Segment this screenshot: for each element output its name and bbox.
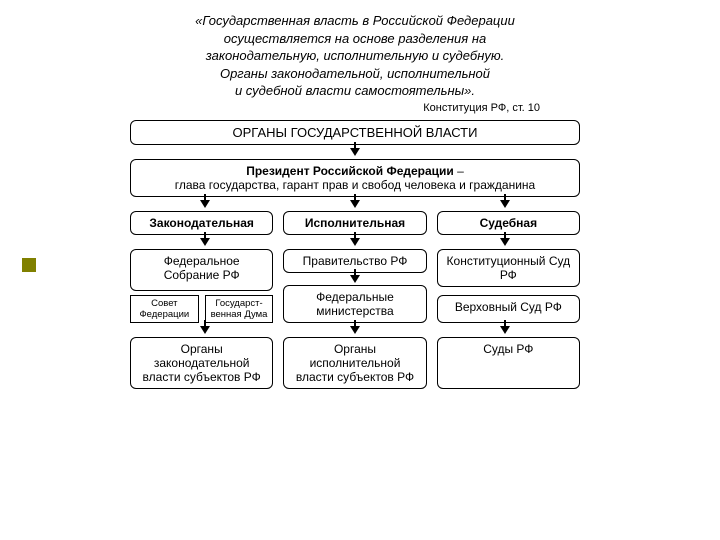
quote-line: осуществляется на основе разделения на [130,30,580,48]
epigraph-quote: «Государственная власть в Российской Фед… [130,12,580,100]
box-president: Президент Российской Федерации – глава г… [130,159,580,197]
president-sub: глава государства, гарант прав и свобод … [175,178,535,192]
quote-line: Органы законодательной, исполнительной [130,65,580,83]
chambers-row: Совет Федерации Государст-венная Дума [130,295,273,323]
arrow-icon [350,326,360,334]
col-executive: Правительство РФ Федеральные министерств… [283,249,426,323]
level3-row: Органы законодательной власти субъектов … [130,337,580,389]
arrow-icon [350,200,360,208]
president-title: Президент Российской Федерации [246,164,454,178]
quote-line: «Государственная власть в Российской Фед… [130,12,580,30]
box-sf: Совет Федерации [130,295,199,323]
box-fed-assembly: Федеральное Собрание РФ [130,249,273,291]
arrow-icon [350,275,360,283]
level1-row: Федеральное Собрание РФ Совет Федерации … [130,249,580,323]
arrow-icon [350,148,360,156]
box-courts: Суды РФ [437,337,580,389]
arrow-icon [200,238,210,246]
quote-line: законодательную, исполнительную и судебн… [130,47,580,65]
quote-line: и судебной власти самостоятельны». [130,82,580,100]
box-leg-subjects: Органы законодательной власти субъектов … [130,337,273,389]
box-const-court: Конституционный Суд РФ [437,249,580,287]
box-exec-subjects: Органы исполнительной власти субъектов Р… [283,337,426,389]
box-supreme-court: Верховный Суд РФ [437,295,580,323]
col-judicial: Конституционный Суд РФ Верховный Суд РФ [437,249,580,323]
diagram-container: «Государственная власть в Российской Фед… [130,12,580,389]
arrow-icon [200,200,210,208]
box-ministries: Федеральные министерства [283,285,426,323]
arrow-icon [500,326,510,334]
box-gd: Государст-венная Дума [205,295,274,323]
arrow-icon [200,326,210,334]
quote-citation: Конституция РФ, ст. 10 [130,102,540,114]
arrow-icon [500,200,510,208]
president-dash: – [454,164,464,178]
arrow-icon [350,238,360,246]
slide-bullet [22,258,36,272]
box-judicial: Судебная [437,211,580,235]
box-legislative: Законодательная [130,211,273,235]
arrow-icon [500,238,510,246]
col-legislative: Федеральное Собрание РФ Совет Федерации … [130,249,273,323]
